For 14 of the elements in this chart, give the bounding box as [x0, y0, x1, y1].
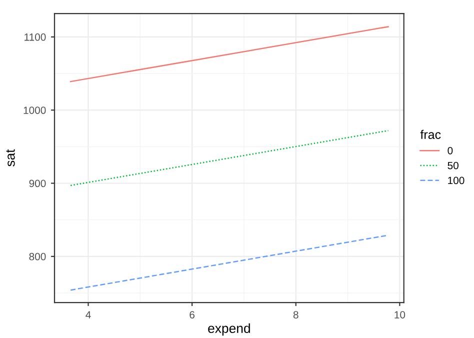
- y-tick-label: 1000: [24, 106, 46, 114]
- y-tick-label: 900: [29, 180, 46, 188]
- x-tick-label: 10: [394, 311, 406, 318]
- legend-label: 50: [448, 162, 458, 170]
- legend-title: frac: [420, 130, 441, 139]
- x-axis-title: expend: [208, 323, 250, 336]
- x-tick-label: 8: [293, 311, 298, 318]
- legend-label: 0: [448, 146, 453, 154]
- y-tick-label: 1100: [24, 33, 46, 41]
- x-tick-label: 6: [190, 311, 195, 318]
- x-tick-label: 4: [86, 311, 91, 318]
- y-tick-label: 800: [29, 252, 46, 260]
- y-axis-title: sat: [6, 149, 15, 166]
- legend-label: 100: [448, 176, 464, 184]
